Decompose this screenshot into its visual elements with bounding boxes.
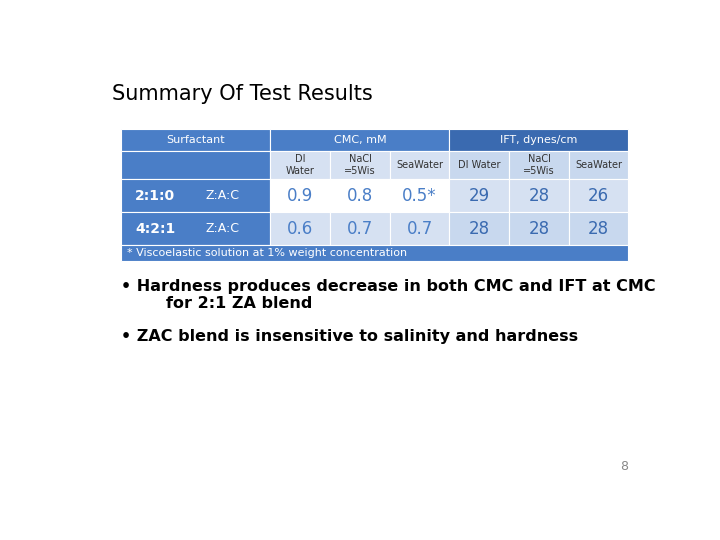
FancyBboxPatch shape	[330, 212, 390, 245]
Text: • ZAC blend is insensitive to salinity and hardness: • ZAC blend is insensitive to salinity a…	[121, 329, 578, 344]
Text: 4:2:1: 4:2:1	[135, 222, 175, 236]
FancyBboxPatch shape	[121, 245, 629, 261]
Text: 26: 26	[588, 187, 609, 205]
FancyBboxPatch shape	[509, 151, 569, 179]
FancyBboxPatch shape	[569, 212, 629, 245]
Text: 29: 29	[469, 187, 490, 205]
Text: DI Water: DI Water	[458, 160, 500, 170]
FancyBboxPatch shape	[509, 212, 569, 245]
FancyBboxPatch shape	[569, 179, 629, 212]
Text: • Hardness produces decrease in both CMC and IFT at CMC: • Hardness produces decrease in both CMC…	[121, 279, 655, 294]
FancyBboxPatch shape	[121, 151, 271, 179]
FancyBboxPatch shape	[449, 129, 629, 151]
Text: 8: 8	[621, 460, 629, 473]
FancyBboxPatch shape	[121, 212, 271, 245]
Text: 28: 28	[469, 220, 490, 238]
FancyBboxPatch shape	[121, 129, 271, 151]
FancyBboxPatch shape	[449, 212, 509, 245]
FancyBboxPatch shape	[390, 151, 449, 179]
Text: Z:A:C: Z:A:C	[205, 190, 240, 202]
FancyBboxPatch shape	[330, 151, 390, 179]
FancyBboxPatch shape	[509, 179, 569, 212]
Text: 28: 28	[528, 220, 549, 238]
Text: Z:A:C: Z:A:C	[205, 222, 240, 235]
FancyBboxPatch shape	[271, 212, 330, 245]
Text: 0.6: 0.6	[287, 220, 313, 238]
FancyBboxPatch shape	[390, 212, 449, 245]
FancyBboxPatch shape	[121, 179, 271, 212]
Text: NaCl
=5Wis: NaCl =5Wis	[344, 154, 376, 176]
Text: 0.5*: 0.5*	[402, 187, 437, 205]
Text: 0.9: 0.9	[287, 187, 313, 205]
Text: Summary Of Test Results: Summary Of Test Results	[112, 84, 373, 104]
Text: SeaWater: SeaWater	[575, 160, 622, 170]
FancyBboxPatch shape	[271, 179, 330, 212]
Text: * Viscoelastic solution at 1% weight concentration: * Viscoelastic solution at 1% weight con…	[127, 248, 408, 258]
Text: DI
Water: DI Water	[286, 154, 315, 176]
Text: CMC, mM: CMC, mM	[333, 135, 387, 145]
FancyBboxPatch shape	[390, 179, 449, 212]
Text: SeaWater: SeaWater	[396, 160, 443, 170]
Text: 0.7: 0.7	[347, 220, 373, 238]
Text: 0.7: 0.7	[407, 220, 433, 238]
Text: NaCl
=5Wis: NaCl =5Wis	[523, 154, 555, 176]
FancyBboxPatch shape	[271, 151, 330, 179]
FancyBboxPatch shape	[449, 179, 509, 212]
FancyBboxPatch shape	[569, 151, 629, 179]
Text: for 2:1 ZA blend: for 2:1 ZA blend	[121, 295, 312, 310]
Text: 0.8: 0.8	[347, 187, 373, 205]
Text: Surfactant: Surfactant	[166, 135, 225, 145]
Text: 28: 28	[528, 187, 549, 205]
Text: 2:1:0: 2:1:0	[135, 189, 175, 203]
Text: IFT, dynes/cm: IFT, dynes/cm	[500, 135, 577, 145]
Text: 28: 28	[588, 220, 609, 238]
FancyBboxPatch shape	[330, 179, 390, 212]
FancyBboxPatch shape	[449, 151, 509, 179]
FancyBboxPatch shape	[271, 129, 449, 151]
